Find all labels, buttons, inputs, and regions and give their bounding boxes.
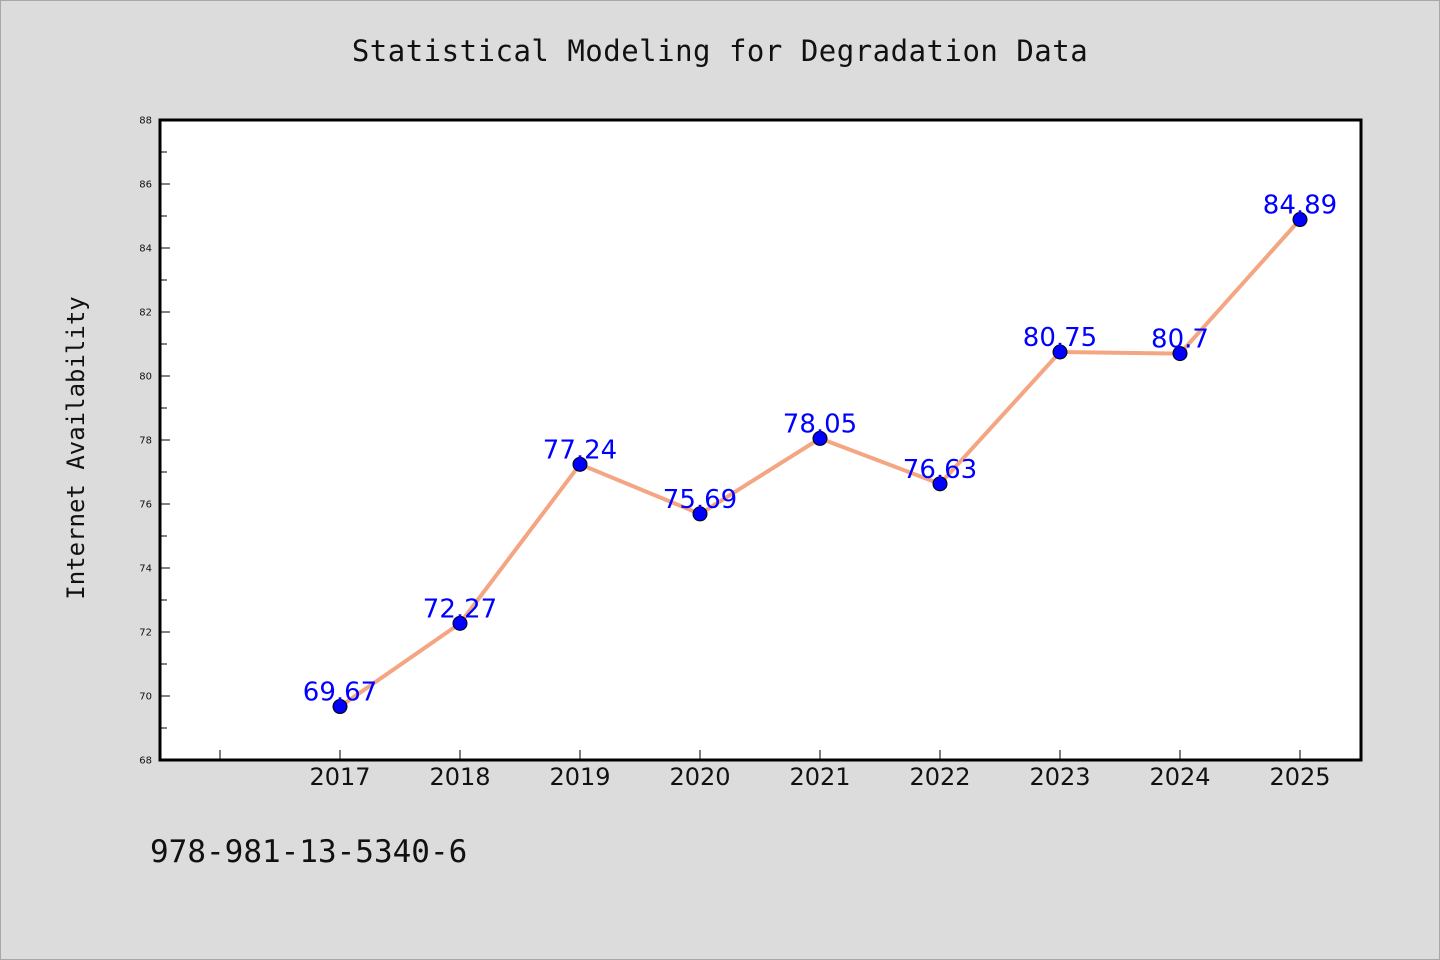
x-tick-label: 2025	[1269, 763, 1330, 791]
x-tick-label: 2023	[1029, 763, 1090, 791]
data-label: 80.75	[1023, 323, 1097, 353]
footer-isbn-text: 978-981-13-5340-6	[150, 834, 468, 870]
data-label: 84.89	[1263, 191, 1337, 221]
x-tick-label: 2020	[669, 763, 730, 791]
data-label: 77.24	[543, 435, 617, 465]
plot-area	[158, 118, 1363, 762]
data-point	[1172, 346, 1188, 362]
y-tick-label: 78	[139, 436, 152, 447]
y-tick-label: 82	[139, 308, 152, 319]
data-point	[932, 476, 948, 492]
x-tick-label: 2019	[549, 763, 610, 791]
series-points-group	[332, 212, 1308, 715]
x-tick-label: 2018	[429, 763, 490, 791]
data-label: 76.63	[903, 455, 977, 485]
y-tick-label: 72	[139, 628, 152, 639]
data-label: 80.7	[1151, 325, 1209, 355]
y-tick-label: 80	[139, 372, 152, 383]
x-tick-label: 2022	[909, 763, 970, 791]
x-tick-label: 2017	[309, 763, 370, 791]
data-point	[332, 699, 348, 715]
data-point	[572, 456, 588, 472]
data-point	[1292, 212, 1308, 228]
data-labels-group: 69.67 72.27 77.24 75.69 78.05 76.63 80.75 80.7 8…	[303, 191, 1337, 708]
data-label: 72.27	[423, 594, 497, 624]
y-tick-label: 88	[139, 116, 152, 127]
x-tick-label: 2021	[789, 763, 850, 791]
x-axis: 2017 2018 2019 2020 2021 2022 2023 2024 2025	[219, 750, 1331, 791]
data-point	[812, 430, 828, 446]
chart-title: Statistical Modeling for Degradation Dat…	[351, 34, 1089, 68]
y-tick-label: 74	[139, 564, 152, 575]
x-tick-label: 2024	[1149, 763, 1210, 791]
data-point	[452, 615, 468, 631]
data-label: 78.05	[783, 409, 857, 439]
y-tick-label: 76	[139, 500, 152, 511]
y-tick-label: 86	[139, 180, 152, 191]
data-point	[692, 506, 708, 522]
data-label: 75.69	[663, 485, 737, 515]
data-label: 69.67	[303, 678, 377, 708]
data-point	[1052, 344, 1068, 360]
y-tick-label: 84	[139, 244, 152, 255]
y-tick-label: 68	[139, 756, 152, 767]
y-axis: 68 70 72 74 76 78 80 82 84 86 88	[139, 116, 170, 767]
y-tick-label: 70	[139, 692, 152, 703]
